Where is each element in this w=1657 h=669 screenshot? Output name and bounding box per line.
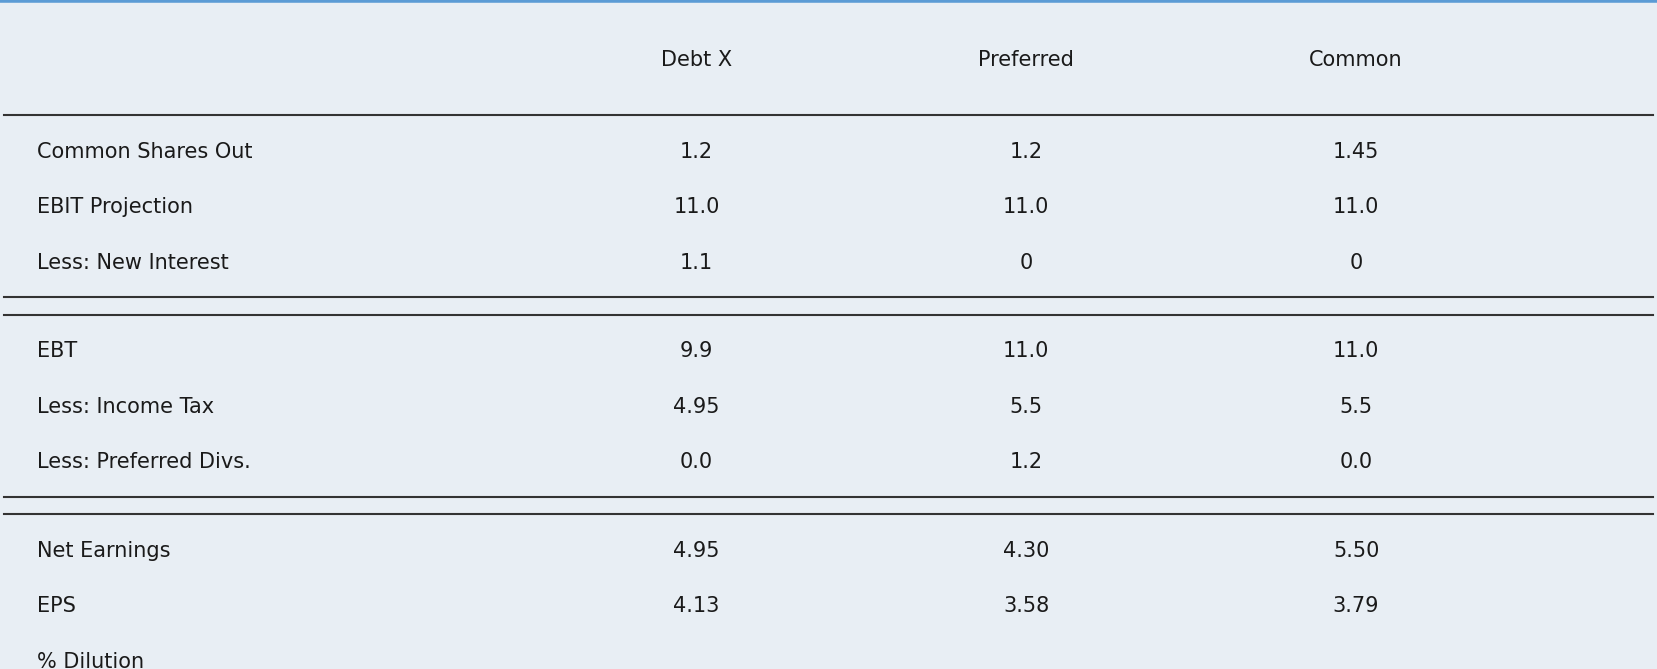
Text: 4.95: 4.95 [673,541,719,561]
Text: 1.2: 1.2 [1009,142,1042,162]
Text: 0.0: 0.0 [679,452,713,472]
Text: 1.2: 1.2 [1009,452,1042,472]
Text: 11.0: 11.0 [673,197,719,217]
Text: EPS: EPS [36,596,76,616]
Text: 1.45: 1.45 [1332,142,1379,162]
Text: 0: 0 [1019,253,1032,273]
Text: 3.79: 3.79 [1332,596,1379,616]
Text: 5.5: 5.5 [1339,397,1372,417]
Text: 3.58: 3.58 [1002,596,1049,616]
Text: 1.2: 1.2 [679,142,713,162]
Text: 1.1: 1.1 [679,253,713,273]
Text: 4.13: 4.13 [673,596,719,616]
Text: Less: Income Tax: Less: Income Tax [36,397,214,417]
Text: 5.5: 5.5 [1009,397,1042,417]
Text: Debt X: Debt X [661,50,732,70]
Text: 4.30: 4.30 [1002,541,1049,561]
Text: 4.95: 4.95 [673,397,719,417]
Text: Net Earnings: Net Earnings [36,541,171,561]
Text: 5.50: 5.50 [1332,541,1379,561]
Text: Less: Preferred Divs.: Less: Preferred Divs. [36,452,250,472]
Text: 9.9: 9.9 [679,341,713,361]
Text: Common Shares Out: Common Shares Out [36,142,252,162]
Text: 11.0: 11.0 [1002,341,1049,361]
Text: Preferred: Preferred [978,50,1074,70]
Text: 0.0: 0.0 [1339,452,1372,472]
Text: EBIT Projection: EBIT Projection [36,197,194,217]
Text: % Dilution: % Dilution [36,652,144,669]
Text: 0: 0 [1349,253,1362,273]
Text: 11.0: 11.0 [1002,197,1049,217]
Text: Less: New Interest: Less: New Interest [36,253,229,273]
Text: 11.0: 11.0 [1332,341,1379,361]
Text: 11.0: 11.0 [1332,197,1379,217]
Text: Common: Common [1309,50,1403,70]
Text: EBT: EBT [36,341,78,361]
